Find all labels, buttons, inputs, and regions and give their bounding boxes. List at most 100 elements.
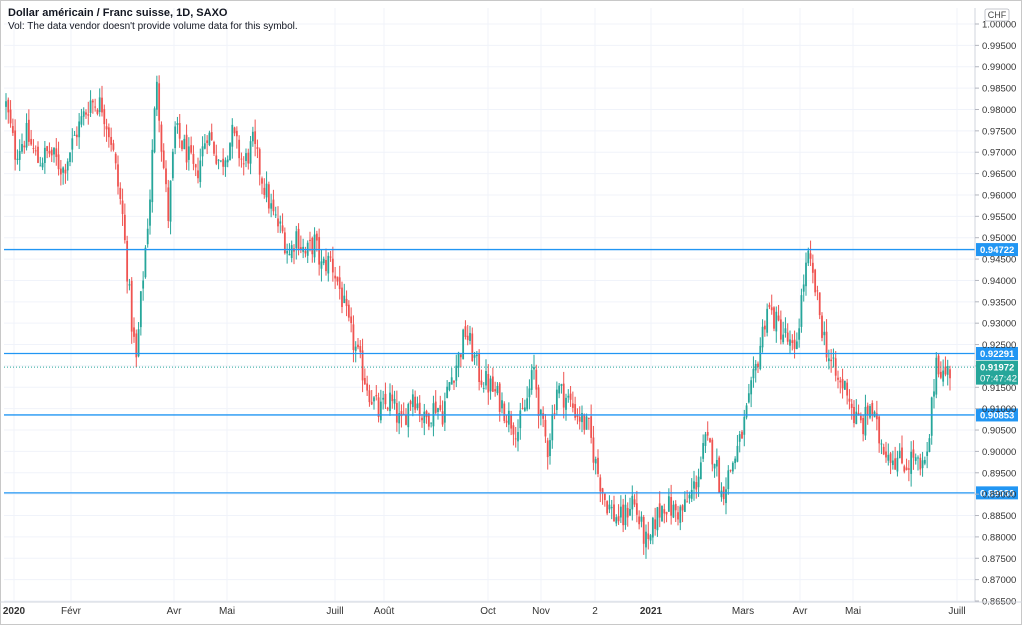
candle-body — [169, 180, 172, 222]
candle-body — [128, 284, 131, 286]
candle-body — [930, 397, 933, 436]
candle-body — [770, 307, 773, 311]
candle-body — [910, 451, 913, 474]
candle-body — [311, 237, 314, 255]
y-tick-label: 0.89500 — [982, 468, 1016, 479]
candle-body — [654, 519, 657, 529]
candle-body — [107, 127, 110, 138]
candle-body — [267, 184, 270, 209]
candle-body — [494, 389, 497, 392]
level-label-bg — [976, 243, 1018, 257]
candle-body — [745, 405, 748, 418]
candle-body — [251, 131, 254, 142]
y-tick-label: 0.98500 — [982, 84, 1016, 95]
candle-body — [752, 368, 755, 379]
candle-body — [167, 187, 170, 221]
candle-body — [798, 328, 801, 340]
candle-body — [448, 382, 451, 390]
candle-body — [850, 403, 853, 408]
candle-body — [320, 261, 323, 269]
volume-note[interactable]: Vol: The data vendor doesn't provide vol… — [8, 21, 298, 32]
candle-body — [400, 411, 403, 417]
candle-body — [194, 164, 197, 168]
chart-title: Dollar américain / Franc suisse, 1D, SAX… — [8, 7, 228, 19]
candle-body — [606, 501, 609, 514]
candle-body — [592, 437, 595, 463]
candle-body — [725, 489, 727, 504]
candle-body — [782, 334, 785, 343]
candle-body — [622, 504, 625, 526]
candle-body — [55, 148, 58, 157]
candle-body — [542, 413, 545, 419]
candle-body — [937, 355, 940, 375]
candle-body — [315, 233, 318, 241]
candle-body — [370, 401, 373, 405]
countdown-label: 07:47:42 — [980, 374, 1017, 385]
time-axis[interactable]: 2020 Févr Avr Mai Juill Août Oct Nov 2 2021 Mars Av… — [3, 606, 966, 617]
x-tick-label: Oct — [480, 606, 496, 617]
candle-body — [190, 145, 193, 153]
candle-body — [558, 385, 561, 394]
candle-body — [446, 386, 449, 398]
candle-body — [165, 168, 167, 185]
candle-body — [944, 366, 947, 375]
candle-body — [139, 291, 142, 328]
candle-body — [347, 304, 350, 318]
level-label-bg — [976, 408, 1018, 422]
candle-body — [674, 503, 677, 511]
candle-body — [793, 339, 796, 349]
candle-body — [384, 393, 387, 405]
candle-body — [585, 416, 588, 430]
candle-body — [823, 331, 826, 336]
candle-body — [615, 517, 618, 524]
price-axis[interactable]: 1.00000 0.99500 0.99000 0.98500 0.98000 0.975… — [975, 20, 1016, 608]
candle-body — [82, 111, 85, 117]
candle-body — [110, 136, 113, 145]
candle-body — [809, 253, 812, 259]
current-price-bg — [976, 360, 1018, 385]
candle-body — [802, 284, 805, 292]
candle-body — [215, 155, 218, 164]
candle-body — [398, 413, 401, 424]
candle-body — [265, 183, 268, 198]
y-tick-label: 0.95500 — [982, 212, 1016, 223]
candle-body — [551, 414, 554, 441]
y-tick-label: 0.87500 — [982, 554, 1016, 565]
x-tick-label: Nov — [532, 606, 550, 617]
candle-body — [327, 255, 330, 274]
candle-body — [923, 459, 926, 464]
x-tick-label: 2 — [592, 606, 598, 617]
candle-body — [839, 380, 842, 383]
candle-body — [521, 408, 524, 410]
candle-body — [523, 407, 526, 411]
x-tick-label: Juill — [326, 606, 343, 617]
candle-body — [379, 401, 382, 421]
candle-body — [649, 535, 652, 541]
candle-body — [869, 406, 871, 418]
candle-body — [805, 262, 807, 287]
candle-body — [539, 409, 542, 415]
candle-body — [71, 138, 74, 150]
y-tick-label: 0.94500 — [982, 255, 1016, 266]
candle-body — [256, 147, 259, 149]
horizontal-levels[interactable]: 0.94722 0.92291 0.90853 0.89030 — [4, 243, 1018, 500]
candle-body — [336, 276, 339, 282]
candle-body — [528, 388, 531, 398]
candle-body — [430, 422, 433, 424]
candle-body — [901, 447, 903, 464]
candle-body — [891, 460, 894, 466]
candle-body — [562, 383, 565, 408]
candle-body — [919, 457, 922, 470]
candle-body — [928, 438, 931, 452]
candle-body — [382, 397, 385, 400]
candle-body — [288, 253, 291, 256]
candle-body — [325, 260, 327, 272]
candle-body — [926, 451, 929, 456]
candle-body — [526, 398, 529, 410]
candle-body — [39, 165, 42, 167]
candle-body — [811, 262, 814, 273]
candle-body — [512, 425, 515, 435]
currency-label-text: CHF — [988, 10, 1007, 20]
y-tick-label: 0.99000 — [982, 62, 1016, 73]
